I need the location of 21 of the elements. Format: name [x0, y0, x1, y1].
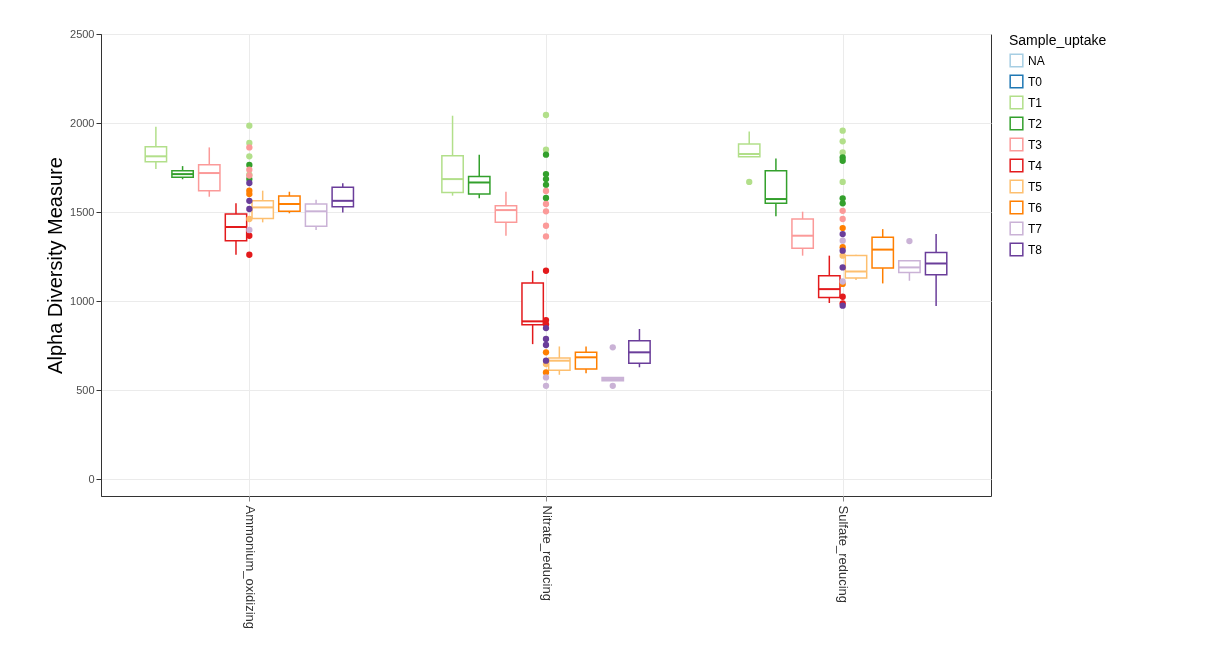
legend-label: T3	[1028, 137, 1043, 152]
legend-label: T4	[1028, 158, 1043, 173]
legend-title: Sample_uptake	[1009, 32, 1107, 48]
x-tick-label: Nitrate_reducing	[539, 505, 555, 601]
y-tick-label: 1500	[70, 205, 95, 218]
y-tick-label: 2500	[70, 27, 95, 40]
y-axis-title: Alpha Diversity Measure	[44, 157, 67, 374]
legend-label: T5	[1028, 179, 1043, 194]
y-tick-label: 500	[76, 383, 95, 396]
legend-label: T8	[1028, 242, 1043, 257]
y-tick-label: 2000	[70, 116, 95, 129]
y-tick-label: 0	[88, 472, 95, 485]
legend-label: T1	[1028, 95, 1043, 110]
legend-label: T7	[1028, 221, 1043, 236]
legend-label: T2	[1028, 116, 1043, 131]
x-tick-label: Ammonium_oxidizing	[242, 505, 258, 630]
x-tick-label: Sulfate_reducing	[836, 505, 852, 604]
y-tick-label: 1000	[70, 294, 95, 307]
legend-label: NA	[1028, 53, 1045, 68]
legend-label: T0	[1028, 74, 1043, 89]
legend-label: T6	[1028, 200, 1043, 215]
